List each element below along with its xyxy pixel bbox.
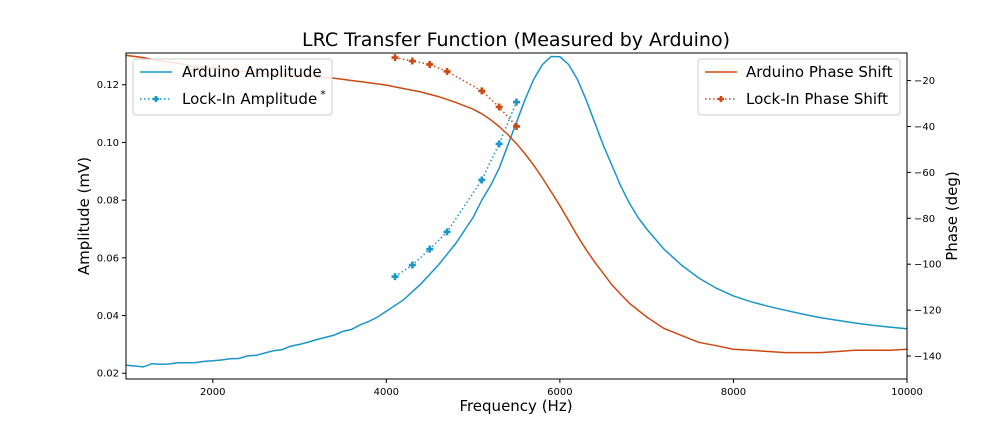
x-tick-label: 2000 bbox=[200, 387, 225, 398]
x-axis-label: Frequency (Hz) bbox=[459, 397, 572, 415]
marker-lock-in-phase-shift bbox=[426, 60, 434, 68]
marker-lock-in-phase-shift bbox=[391, 54, 399, 62]
left-y-tick-label: 0.06 bbox=[97, 253, 119, 264]
marker-lock-in-amplitude bbox=[408, 261, 416, 269]
series-line-arduino-amplitude bbox=[125, 55, 908, 368]
marker-lock-in-amplitude bbox=[513, 98, 520, 106]
series-line-lock-in-amplitude bbox=[394, 101, 518, 278]
legend-label-arduino-amplitude: Arduino Amplitude bbox=[182, 63, 322, 81]
left-y-axis-label: Amplitude (mV) bbox=[75, 157, 93, 275]
right-y-tick-label: −120 bbox=[914, 306, 941, 317]
right-y-tick-label: −60 bbox=[914, 168, 935, 179]
marker-lock-in-amplitude bbox=[426, 245, 434, 253]
legend-label-lockin-phase: Lock-In Phase Shift bbox=[746, 90, 888, 108]
marker-lock-in-phase-shift bbox=[495, 103, 503, 111]
x-tick-label: 8000 bbox=[721, 387, 746, 398]
left-y-tick-label: 0.04 bbox=[97, 311, 119, 322]
left-y-tick-label: 0.10 bbox=[97, 138, 119, 149]
phase-legend: Arduino Phase Shift Lock-In Phase Shift bbox=[697, 58, 901, 116]
series-line-lock-in-phase-shift bbox=[394, 56, 518, 127]
marker-lock-in-phase-shift bbox=[443, 67, 451, 75]
marker-lock-in-phase-shift bbox=[513, 122, 520, 130]
legend-marker-lockin-amplitude bbox=[153, 96, 159, 102]
amplitude-legend: Arduino Amplitude Lock-In Amplitude * bbox=[132, 58, 333, 116]
x-tick-label: 4000 bbox=[374, 387, 399, 398]
right-y-tick-label: −40 bbox=[914, 122, 935, 133]
marker-lock-in-amplitude bbox=[495, 140, 503, 148]
legend-label-arduino-phase: Arduino Phase Shift bbox=[746, 63, 893, 81]
left-y-tick-label: 0.08 bbox=[97, 196, 119, 207]
chart-title: LRC Transfer Function (Measured by Ardui… bbox=[302, 29, 730, 51]
x-tick-label: 10000 bbox=[891, 387, 923, 398]
right-y-tick-label: −20 bbox=[914, 76, 935, 87]
legend-label-lockin-amplitude: Lock-In Amplitude * bbox=[182, 88, 326, 108]
marker-lock-in-amplitude bbox=[478, 176, 486, 184]
legend-label-lockin-amplitude-text: Lock-In Amplitude bbox=[182, 90, 317, 108]
right-y-tick-label: −140 bbox=[914, 352, 941, 363]
left-y-axis-ticks: 0.02 0.04 0.06 0.08 0.10 0.12 bbox=[97, 80, 126, 380]
left-y-tick-label: 0.02 bbox=[97, 369, 119, 380]
left-y-tick-label: 0.12 bbox=[97, 80, 119, 91]
marker-lock-in-amplitude bbox=[443, 228, 451, 236]
right-y-tick-label: −100 bbox=[914, 260, 941, 271]
right-y-tick-label: −80 bbox=[914, 214, 935, 225]
plot-frame bbox=[125, 52, 908, 380]
phase-legend-box bbox=[697, 58, 901, 116]
series-layer bbox=[125, 54, 908, 368]
x-tick-label: 6000 bbox=[547, 387, 572, 398]
right-y-axis-label: Phase (deg) bbox=[943, 171, 961, 261]
marker-lock-in-phase-shift bbox=[408, 57, 416, 65]
marker-lock-in-phase-shift bbox=[478, 87, 486, 95]
legend-superscript: * bbox=[320, 88, 326, 101]
x-axis-ticks: 2000 4000 6000 8000 10000 bbox=[200, 379, 923, 398]
legend-marker-lockin-phase bbox=[718, 96, 724, 102]
amplitude-legend-box bbox=[132, 58, 333, 116]
right-y-axis-ticks: −140 −120 −100 −80 −60 −40 −20 bbox=[907, 76, 941, 363]
marker-lock-in-amplitude bbox=[391, 273, 399, 281]
